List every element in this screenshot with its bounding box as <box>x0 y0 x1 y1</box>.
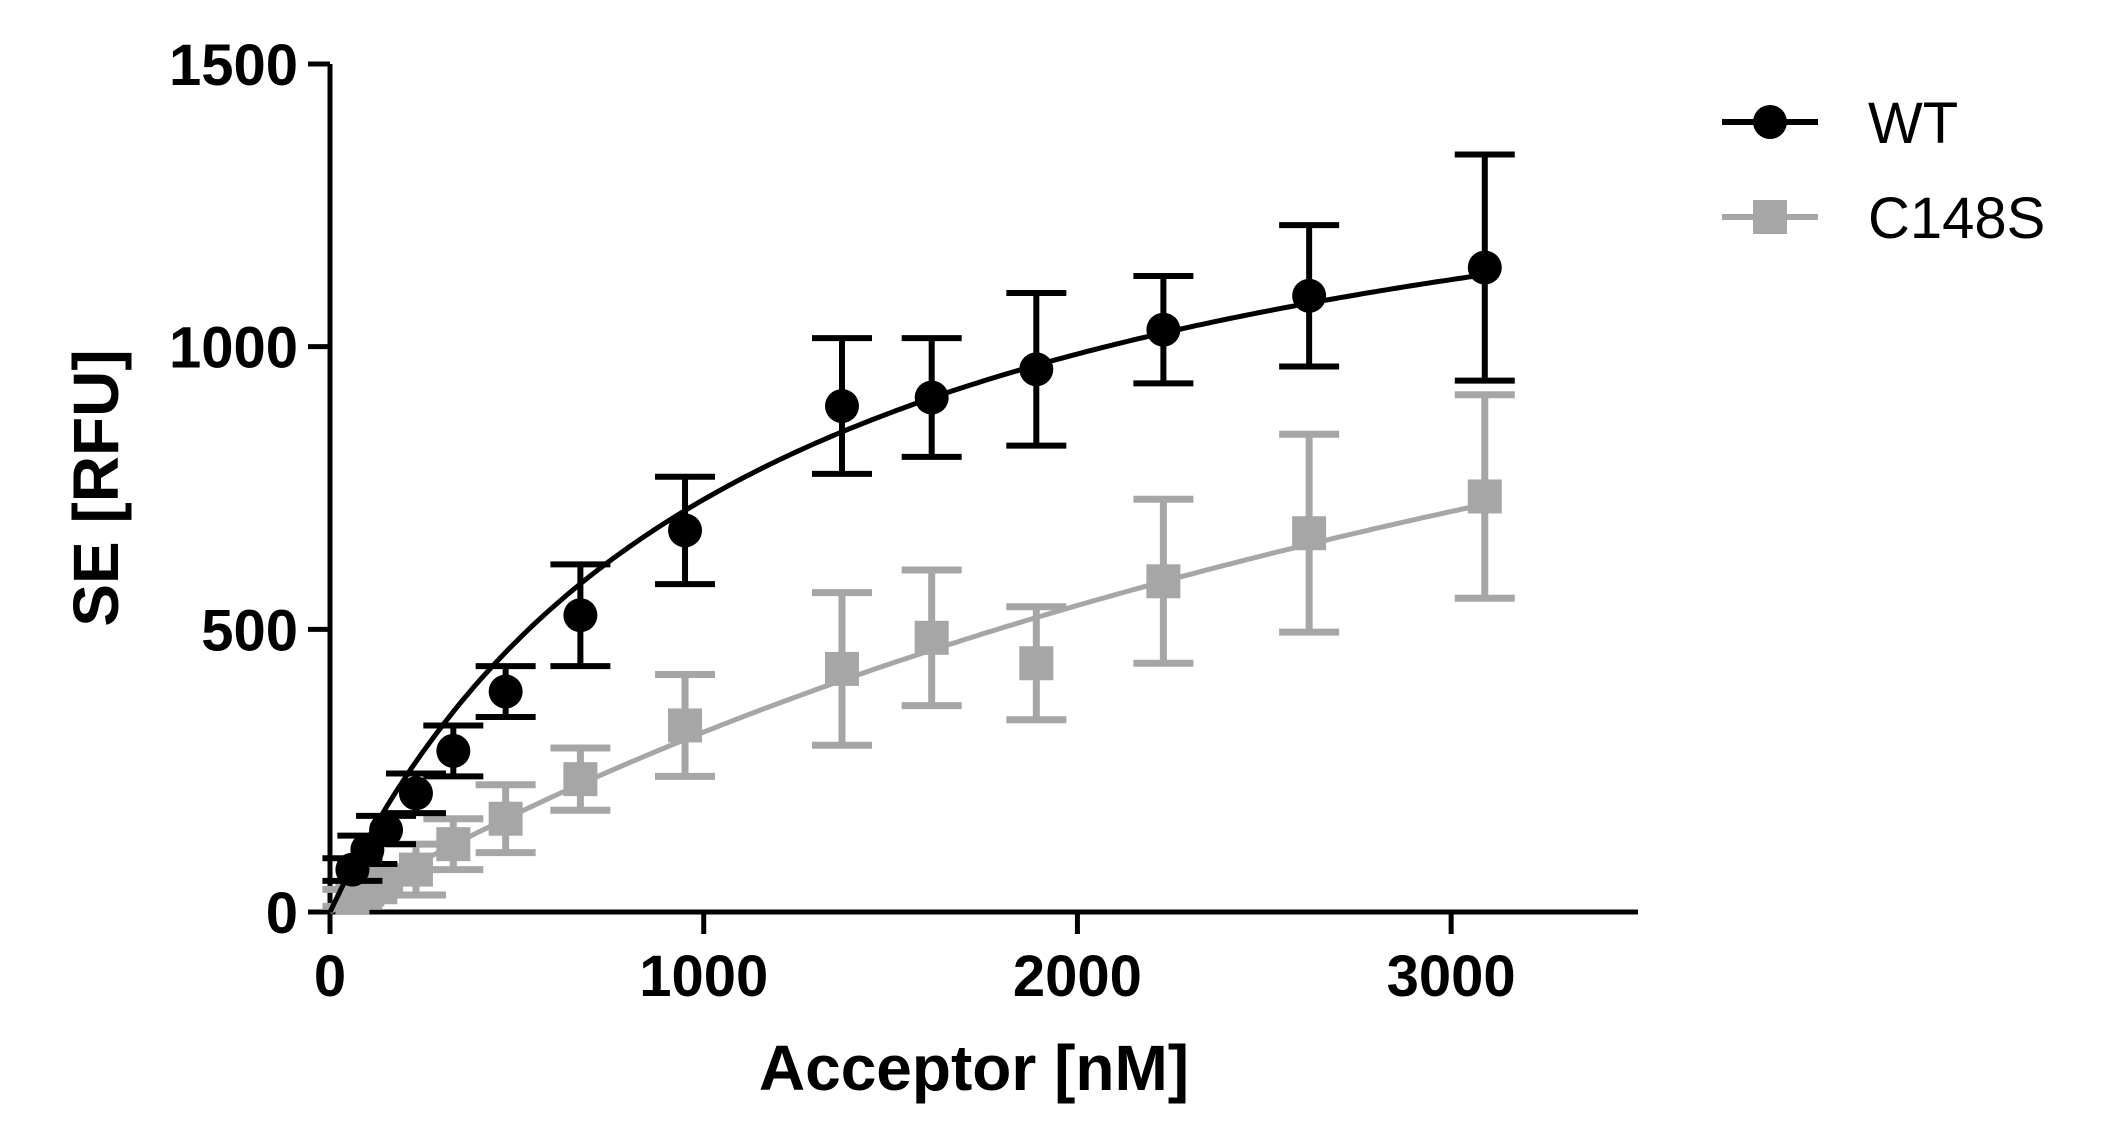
data-point <box>369 813 404 848</box>
y-tick-label: 0 <box>266 881 298 946</box>
x-tick-label: 0 <box>314 944 346 1009</box>
data-point <box>1019 646 1054 681</box>
y-axis-title: SE [RFU] <box>60 349 132 626</box>
axes <box>327 64 1638 915</box>
data-point <box>824 651 859 686</box>
series-c148s <box>322 391 1515 915</box>
plot-area <box>322 151 1515 915</box>
data-point <box>1467 479 1502 514</box>
data-point <box>668 708 703 743</box>
data-point <box>1467 250 1502 285</box>
data-point <box>488 674 523 709</box>
data-point <box>1146 564 1181 599</box>
data-point <box>488 801 523 836</box>
legend: WT C148S <box>1722 91 2045 251</box>
fit-curve-wt <box>327 272 1486 914</box>
x-axis-title: Acceptor [nM] <box>759 1032 1189 1104</box>
ticks: 0 500 1000 1500 0 1000 2000 3000 <box>169 33 1516 1009</box>
legend-marker <box>1753 200 1787 234</box>
data-point <box>1292 278 1327 313</box>
legend-label: WT <box>1868 91 1958 156</box>
data-point <box>1146 312 1181 347</box>
series-wt <box>322 151 1515 914</box>
data-point <box>436 733 471 768</box>
x-tick-label: 3000 <box>1387 944 1516 1009</box>
data-point <box>824 389 859 424</box>
data-point <box>914 620 949 655</box>
data-point <box>914 380 949 415</box>
x-tick-label: 2000 <box>1013 944 1142 1009</box>
data-point <box>668 513 703 548</box>
y-tick-label: 1000 <box>169 316 298 381</box>
legend-marker <box>1753 105 1787 139</box>
data-point <box>398 776 433 811</box>
data-point <box>1292 516 1327 551</box>
y-tick-label: 1500 <box>169 33 298 98</box>
data-point <box>563 762 598 797</box>
y-tick-label: 500 <box>201 598 298 663</box>
legend-item-wt: WT <box>1722 91 1958 156</box>
legend-label: C148S <box>1868 186 2045 251</box>
data-point <box>436 827 471 862</box>
legend-item-c148s: C148S <box>1722 186 2045 251</box>
x-tick-label: 1000 <box>639 944 768 1009</box>
data-point <box>563 598 598 633</box>
data-point <box>1019 352 1054 387</box>
